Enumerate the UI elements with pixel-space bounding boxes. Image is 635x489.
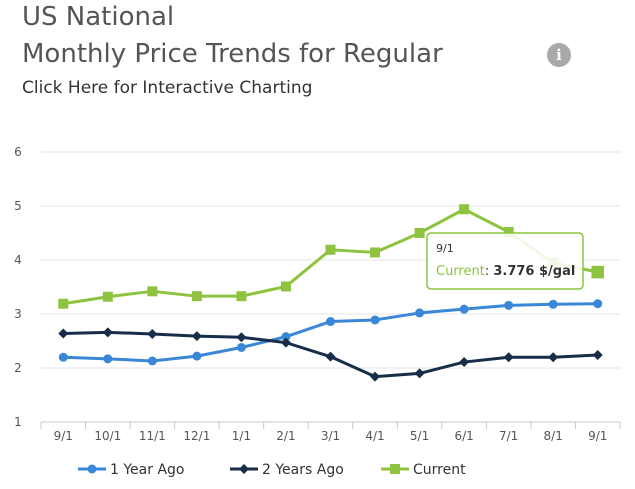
data-point [102,291,113,302]
y-tick-label: 2 [14,361,22,375]
axes: 1 2 3 4 5 6 9/1 10/1 11/1 12/1 1/1 2/1 3/1 4/1 5/1 6/1 7… [14,145,621,443]
data-point [236,291,247,302]
data-point [415,308,425,318]
y-tick-label: 1 [14,415,22,429]
data-point [548,299,558,309]
data-point [103,354,113,364]
data-point [281,332,291,342]
x-tick-label: 9/1 [54,429,73,443]
page-title-line1: US National [22,2,175,32]
data-point [459,204,470,215]
y-tick-label: 6 [14,145,22,159]
x-tick-label: 11/1 [139,429,166,443]
data-point [591,265,604,279]
interactive-charting-link[interactable]: Click Here for Interactive Charting [22,78,313,98]
data-point [326,317,335,327]
y-tick-label: 3 [14,307,22,321]
data-point [192,351,202,361]
x-tick-label: 8/1 [544,429,563,443]
x-tick-label: 10/1 [94,429,121,443]
data-point [102,327,113,338]
data-point [236,332,247,343]
data-point [459,357,470,368]
legend-label: 1 Year Ago [110,462,184,478]
legend-item-1-year-ago[interactable]: 1 Year Ago [78,462,184,478]
x-tick-label: 1/1 [232,429,251,443]
x-tick-label: 5/1 [410,429,429,443]
data-point [147,356,157,366]
data-point [370,247,381,258]
legend-label: 2 Years Ago [262,462,344,478]
data-point [414,368,425,379]
tooltip-box [426,232,584,290]
legend-item-2-years-ago[interactable]: 2 Years Ago [230,462,344,478]
x-tick-label: 9/1 [588,429,607,443]
page-title-line2: Monthly Price Trends for Regular [22,39,443,69]
legend-marker [390,464,400,474]
tooltip-separator: : [485,264,494,279]
x-tick-label: 6/1 [454,429,473,443]
info-icon[interactable]: i [547,43,571,67]
y-tick-label: 4 [14,253,22,267]
tooltip-series-label: Current [436,264,485,279]
data-point [191,291,202,302]
x-tick-label: 7/1 [499,429,518,443]
data-point [593,299,603,309]
tooltip-value: Current: 3.776 $/gal [436,264,575,279]
data-point [147,286,158,297]
data-point [58,298,69,309]
data-point [503,226,514,237]
x-tick-label: 4/1 [365,429,384,443]
x-tick-label: 3/1 [321,429,340,443]
data-point [414,228,425,238]
data-point [236,342,246,352]
legend-label: Current [413,462,466,478]
legend[interactable]: 1 Year Ago 2 Years Ago Current [78,462,466,478]
legend-item-current[interactable]: Current [381,462,466,478]
tooltip: 9/1 Current: 3.776 $/gal [426,232,584,290]
legend-marker [239,464,249,474]
data-point [325,244,336,255]
y-tick-label: 5 [14,199,22,213]
series-2-years-ago [58,327,603,382]
data-point [370,371,381,382]
data-point [592,350,603,361]
data-point [58,352,68,362]
series-current [58,204,604,309]
data-point [504,300,514,310]
data-point [503,352,514,363]
data-point [548,352,559,363]
data-point [147,328,158,339]
series-1-year-ago [58,299,603,366]
data-point [325,351,336,362]
tooltip-date: 9/1 [436,242,454,255]
series-group [58,204,604,382]
legend-marker [87,464,97,474]
data-point [459,304,469,314]
data-point [58,328,69,339]
x-tick-label: 2/1 [276,429,295,443]
data-point [280,337,291,348]
tooltip-price: 3.776 $/gal [493,264,575,279]
data-point [191,331,202,342]
x-tick-label: 12/1 [183,429,210,443]
data-point [370,315,380,325]
data-point [280,281,291,292]
